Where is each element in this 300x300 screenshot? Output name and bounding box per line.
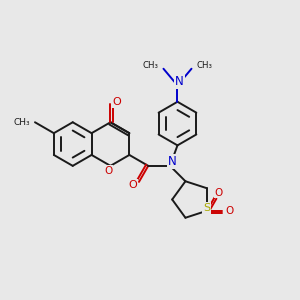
Text: O: O [225,206,233,216]
Text: O: O [104,166,112,176]
Text: O: O [214,188,223,198]
Text: N: N [168,155,176,168]
Text: CH₃: CH₃ [14,118,30,127]
Text: O: O [129,180,137,190]
Text: N: N [175,75,184,88]
Text: CH₃: CH₃ [196,61,212,70]
Text: S: S [203,203,210,213]
Text: CH₃: CH₃ [142,61,158,70]
Text: O: O [112,97,121,107]
